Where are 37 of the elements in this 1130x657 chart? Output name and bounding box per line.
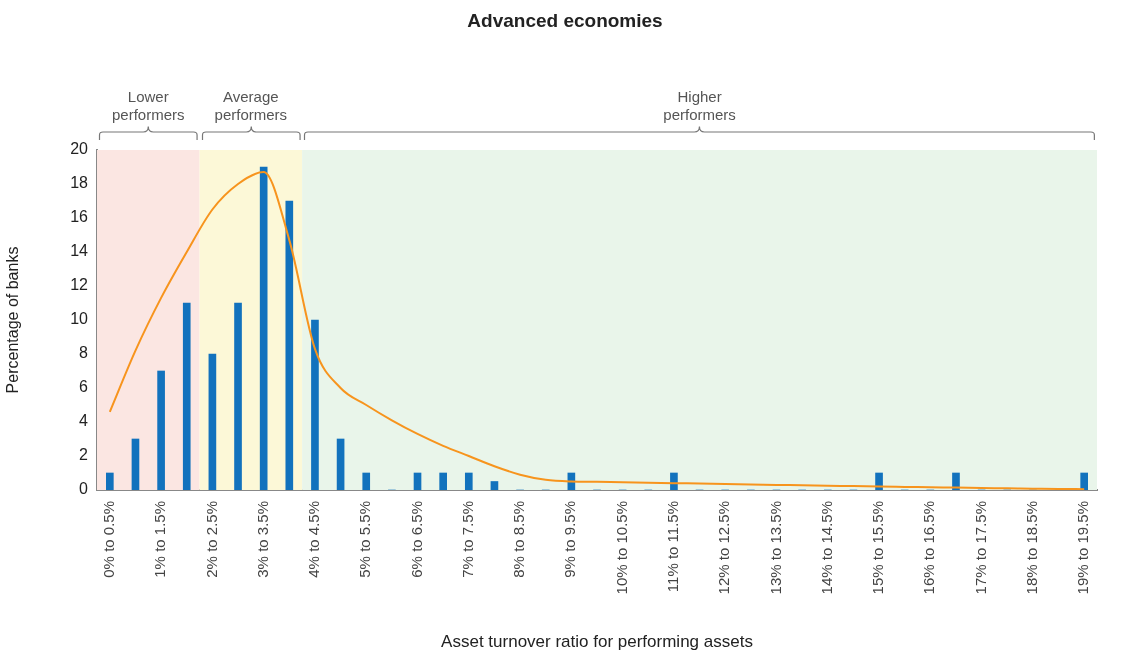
x-tick-label: 11% to 11.5% xyxy=(664,501,682,593)
x-tick-label: 17% to 17.5% xyxy=(971,501,989,595)
x-tick-label: 13% to 13.5% xyxy=(766,501,784,595)
x-tick-label: 7% to 7.5% xyxy=(458,501,476,578)
x-tick-label: 3% to 3.5% xyxy=(253,501,271,578)
x-tick-label: 16% to 16.5% xyxy=(920,501,938,595)
y-tick-label: 0 xyxy=(79,480,89,498)
y-tick-label: 16 xyxy=(70,208,89,226)
x-tick-label: 12% to 12.5% xyxy=(715,501,733,595)
y-tick-label: 4 xyxy=(79,412,89,430)
x-axis-title: Asset turnover ratio for performing assets xyxy=(441,632,753,652)
y-tick-label: 6 xyxy=(79,378,89,396)
band-label: Lower performers xyxy=(111,88,186,124)
x-tick-label: 0% to 0.5% xyxy=(99,501,117,578)
x-tick-label: 8% to 8.5% xyxy=(510,501,528,578)
x-tick-label: 6% to 6.5% xyxy=(407,501,425,578)
chart-title: Advanced economies xyxy=(466,10,664,32)
x-tick-label: 5% to 5.5% xyxy=(356,501,374,578)
y-tick-label: 18 xyxy=(70,174,89,192)
x-tick-label: 4% to 4.5% xyxy=(305,501,323,578)
x-tick-label: 1% to 1.5% xyxy=(151,501,169,578)
y-axis-title: Percentage of banks xyxy=(4,246,22,394)
y-tick-label: 10 xyxy=(70,310,89,328)
y-tick-label: 14 xyxy=(70,242,89,260)
x-tick-label: 9% to 9.5% xyxy=(561,501,579,578)
y-tick-label: 8 xyxy=(79,344,89,362)
band-label: Higher performers xyxy=(662,88,737,124)
y-tick-label: 2 xyxy=(79,446,89,464)
x-tick-label: 18% to 18.5% xyxy=(1023,501,1041,595)
x-tick-label: 15% to 15.5% xyxy=(869,501,887,595)
band-label: Average performers xyxy=(213,88,289,124)
y-tick-label: 20 xyxy=(70,140,89,158)
x-tick-label: 19% to 19.5% xyxy=(1074,501,1092,595)
y-tick-label: 12 xyxy=(70,276,89,294)
x-tick-label: 10% to 10.5% xyxy=(612,501,630,595)
x-tick-label: 2% to 2.5% xyxy=(202,501,220,578)
x-tick-label: 14% to 14.5% xyxy=(817,501,835,595)
